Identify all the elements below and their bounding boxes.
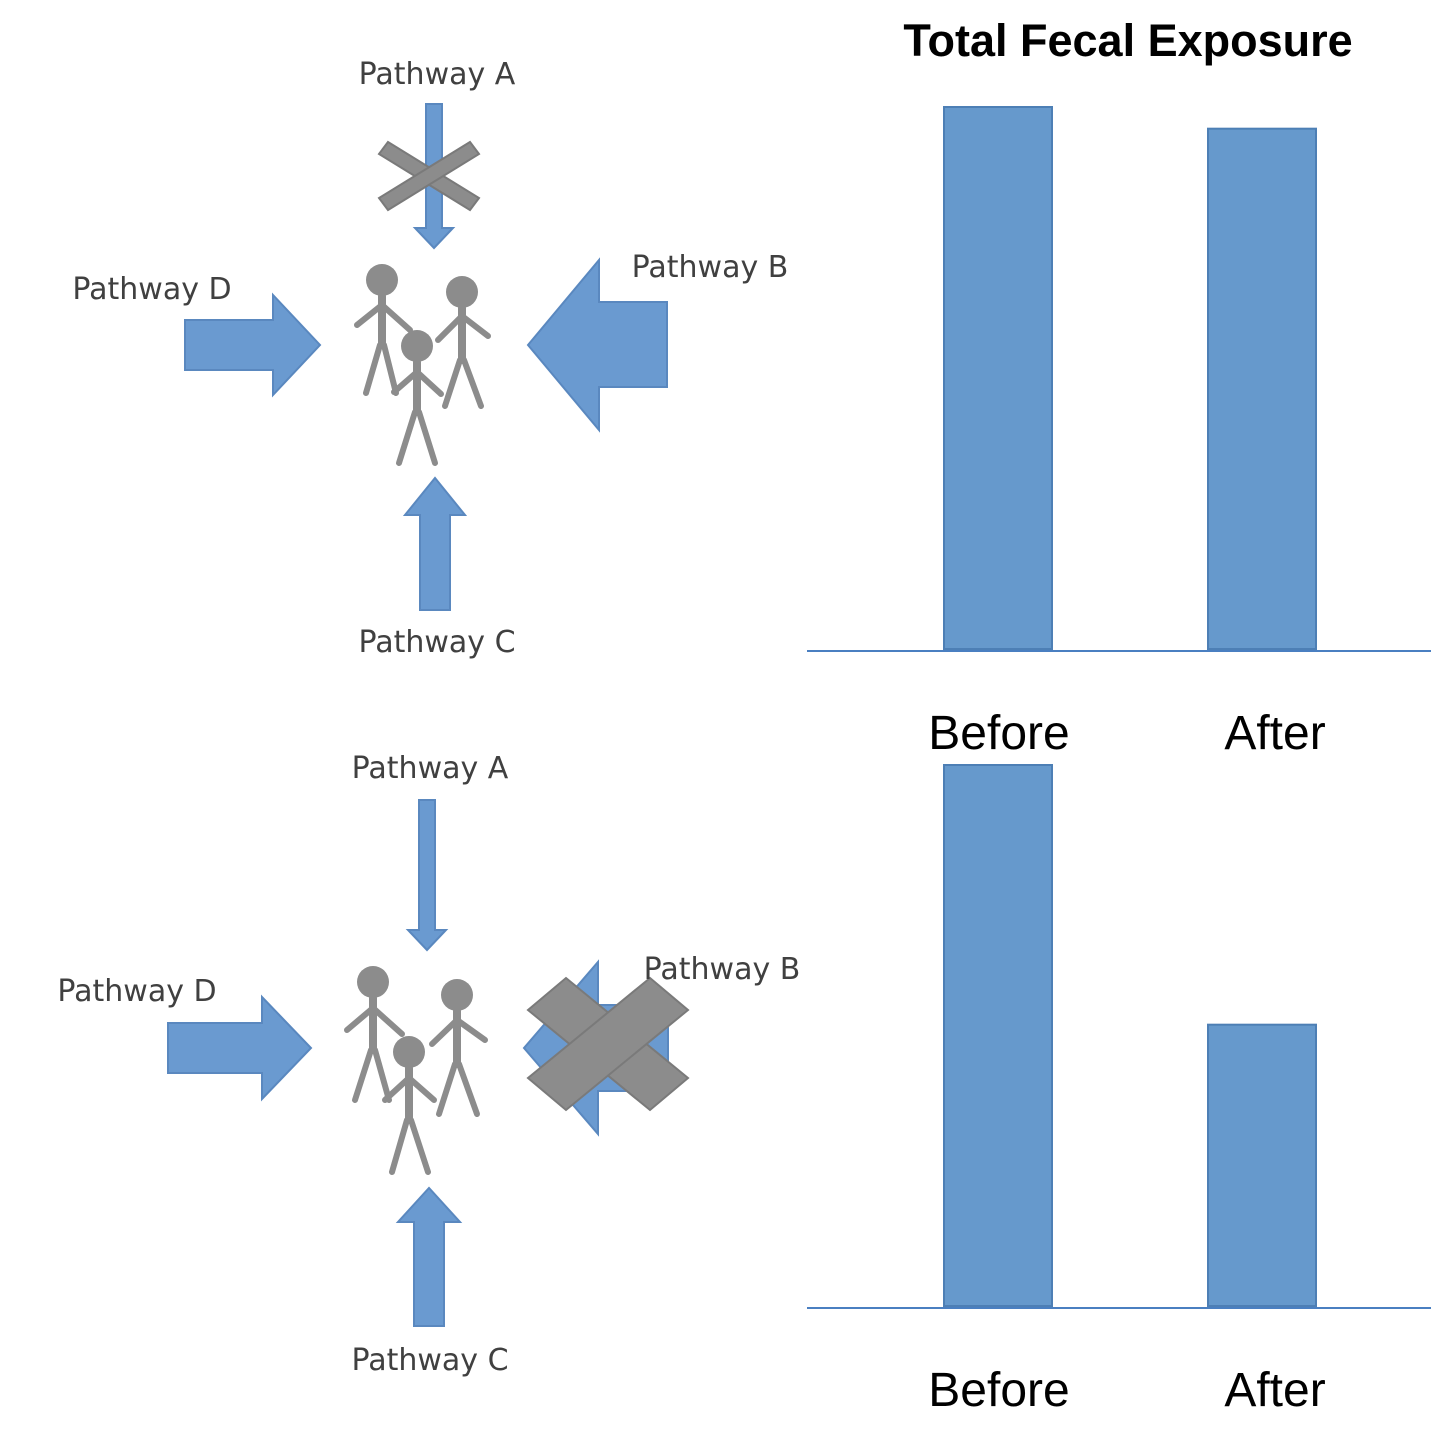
category-label-before: Before (928, 1364, 1069, 1417)
family-people-icon (354, 264, 491, 466)
blocked-x-icon (526, 976, 690, 1112)
diagram-bottom: Pathway A Pathway B Pathway C Pathway D (57, 751, 800, 1378)
bar-chart-bottom: Before After (807, 764, 1431, 1417)
family-people-icon (344, 966, 488, 1175)
label-pathway-b: Pathway B (632, 250, 789, 285)
label-pathway-c: Pathway C (358, 625, 515, 660)
label-pathway-a: Pathway A (359, 57, 516, 92)
arrow-pathway-c (402, 476, 468, 611)
category-label-after: After (1224, 1364, 1325, 1417)
label-pathway-d: Pathway D (72, 272, 231, 307)
bar-chart-top: Before After (807, 106, 1431, 760)
label-pathway-a: Pathway A (352, 751, 509, 786)
chart-title: Total Fecal Exposure (903, 15, 1352, 66)
diagram-top: Pathway A Pathway B Pathway C Pathway D (72, 57, 788, 660)
blocked-x-icon (377, 140, 481, 212)
category-label-after: After (1224, 707, 1325, 760)
bar-after (1207, 1023, 1317, 1308)
label-pathway-b: Pathway B (644, 952, 801, 987)
category-label-before: Before (928, 707, 1069, 760)
arrow-pathway-a (405, 799, 449, 952)
bar-before (943, 106, 1053, 650)
arrow-pathway-b (526, 257, 668, 433)
bar-before (943, 764, 1053, 1307)
label-pathway-d: Pathway D (57, 974, 216, 1009)
arrow-pathway-d (167, 994, 313, 1102)
arrow-pathway-d (184, 292, 322, 398)
bar-after (1207, 127, 1317, 650)
label-pathway-c: Pathway C (351, 1343, 508, 1378)
arrow-pathway-c (395, 1186, 463, 1327)
